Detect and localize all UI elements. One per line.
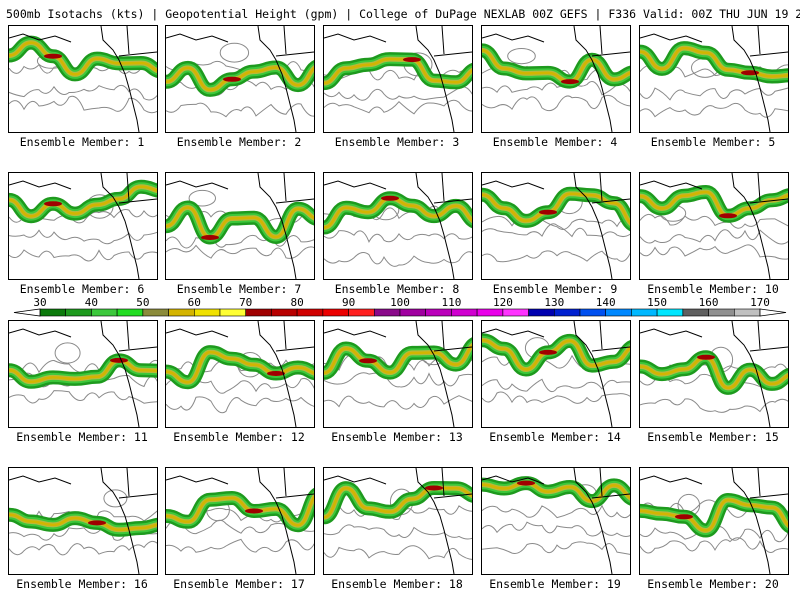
colorbar-tick-label: 90: [342, 296, 355, 309]
colorbar-tick-label: 110: [441, 296, 461, 309]
ensemble-panel-5: [639, 25, 789, 133]
colorbar-swatch: [579, 308, 607, 317]
colorbar-swatch: [451, 308, 478, 317]
colorbar-swatch: [245, 308, 272, 317]
colorbar-swatch: [296, 308, 324, 317]
colorbar-tick-label: 120: [493, 296, 513, 309]
colorbar-swatch: [168, 308, 195, 317]
ensemble-panel-17: [165, 467, 315, 575]
colorbar-swatch: [399, 308, 427, 317]
colorbar-swatch: [708, 308, 735, 317]
ensemble-panel-10: [639, 172, 789, 280]
ensemble-member-label: Ensemble Member: 3: [334, 135, 460, 149]
colorbar-tick-label: 40: [85, 296, 98, 309]
colorbar-swatch: [553, 308, 581, 317]
ensemble-member-label: Ensemble Member: 13: [331, 430, 463, 444]
colorbar-tick-label: 140: [596, 296, 616, 309]
ensemble-panel-9: [481, 172, 631, 280]
ensemble-member-label: Ensemble Member: 20: [647, 577, 779, 591]
colorbar-tick-label: 70: [239, 296, 252, 309]
ensemble-member-label: Ensemble Member: 1: [19, 135, 145, 149]
ensemble-member-label: Ensemble Member: 10: [647, 282, 779, 296]
ensemble-panel-14: [481, 320, 631, 428]
colorbar-tick-label: 100: [390, 296, 410, 309]
chart-title: 500mb Isotachs (kts) | Geopotential Heig…: [6, 7, 800, 21]
colorbar-tick-label: 130: [544, 296, 564, 309]
ensemble-member-label: Ensemble Member: 14: [489, 430, 621, 444]
ensemble-panel-6: [8, 172, 158, 280]
ensemble-panel-3: [323, 25, 473, 133]
ensemble-member-label: Ensemble Member: 17: [173, 577, 305, 591]
colorbar-swatch: [682, 308, 709, 317]
ensemble-panel-1: [8, 25, 158, 133]
ensemble-panel-11: [8, 320, 158, 428]
ensemble-member-label: Ensemble Member: 11: [16, 430, 148, 444]
colorbar-swatch: [219, 308, 247, 317]
ensemble-panel-16: [8, 467, 158, 575]
ensemble-member-label: Ensemble Member: 5: [650, 135, 776, 149]
colorbar-swatch: [656, 308, 684, 317]
colorbar-tick-label: 160: [699, 296, 719, 309]
colorbar-swatch: [373, 308, 401, 317]
colorbar-swatch: [476, 308, 504, 317]
ensemble-panel-15: [639, 320, 789, 428]
colorbar-swatch: [631, 308, 658, 317]
colorbar-tick-label: 170: [750, 296, 770, 309]
ensemble-panel-12: [165, 320, 315, 428]
colorbar-swatch: [91, 308, 118, 317]
ensemble-member-label: Ensemble Member: 15: [647, 430, 779, 444]
colorbar-left-arrow: [13, 308, 41, 317]
ensemble-member-label: Ensemble Member: 8: [334, 282, 460, 296]
ensemble-member-label: Ensemble Member: 16: [16, 577, 148, 591]
colorbar-swatch: [194, 308, 221, 317]
colorbar-swatch: [271, 308, 298, 317]
colorbar-swatch: [348, 308, 375, 317]
colorbar-tick-label: 60: [188, 296, 201, 309]
colorbar-swatch: [733, 308, 761, 317]
ensemble-member-label: Ensemble Member: 6: [19, 282, 145, 296]
colorbar-tick-label: 80: [290, 296, 303, 309]
ensemble-member-label: Ensemble Member: 7: [176, 282, 302, 296]
ensemble-member-label: Ensemble Member: 4: [492, 135, 618, 149]
colorbar-tick-label: 50: [136, 296, 149, 309]
isotach-colorbar: 30 40 50 60 70 80 90 100 110 120 130 140 150 160 170: [13, 296, 787, 317]
ensemble-member-label: Ensemble Member: 9: [492, 282, 618, 296]
ensemble-member-label: Ensemble Member: 18: [331, 577, 463, 591]
ensemble-member-label: Ensemble Member: 19: [489, 577, 621, 591]
colorbar-right-arrow: [759, 308, 787, 317]
ensemble-panel-8: [323, 172, 473, 280]
colorbar-swatch: [502, 308, 529, 317]
ensemble-panel-18: [323, 467, 473, 575]
colorbar-tick-label: 30: [33, 296, 46, 309]
colorbar-swatch: [142, 308, 169, 317]
colorbar-swatch: [425, 308, 452, 317]
ensemble-panel-4: [481, 25, 631, 133]
ensemble-panel-19: [481, 467, 631, 575]
colorbar-swatch: [528, 308, 555, 317]
colorbar-swatch: [116, 308, 144, 317]
ensemble-panel-2: [165, 25, 315, 133]
colorbar-swatch: [39, 308, 67, 317]
colorbar-tick-label: 150: [647, 296, 667, 309]
ensemble-panel-7: [165, 172, 315, 280]
colorbar-swatch: [65, 308, 92, 317]
colorbar-swatch: [605, 308, 632, 317]
ensemble-member-label: Ensemble Member: 2: [176, 135, 302, 149]
ensemble-panel-20: [639, 467, 789, 575]
ensemble-member-label: Ensemble Member: 12: [173, 430, 305, 444]
ensemble-panel-13: [323, 320, 473, 428]
colorbar-swatch: [322, 308, 349, 317]
